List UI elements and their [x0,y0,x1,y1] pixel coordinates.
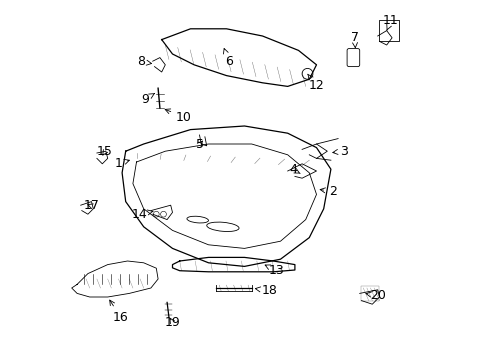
Text: 14: 14 [131,208,153,221]
Text: 17: 17 [83,199,99,212]
Text: 7: 7 [350,31,358,48]
Text: 9: 9 [141,93,154,105]
Text: 16: 16 [109,300,128,324]
Text: 5: 5 [196,138,203,150]
Text: 13: 13 [264,264,284,277]
Text: 3: 3 [332,145,347,158]
Text: 4: 4 [289,163,300,176]
Text: 20: 20 [365,289,386,302]
Text: 11: 11 [382,14,398,30]
Text: 2: 2 [320,185,336,198]
Text: 12: 12 [307,74,324,92]
Text: 1: 1 [114,157,129,170]
Text: 18: 18 [255,284,277,297]
Text: 10: 10 [165,109,192,123]
Text: 6: 6 [223,49,232,68]
Text: 19: 19 [164,316,180,329]
Text: 15: 15 [97,145,113,158]
Text: 8: 8 [137,55,151,68]
